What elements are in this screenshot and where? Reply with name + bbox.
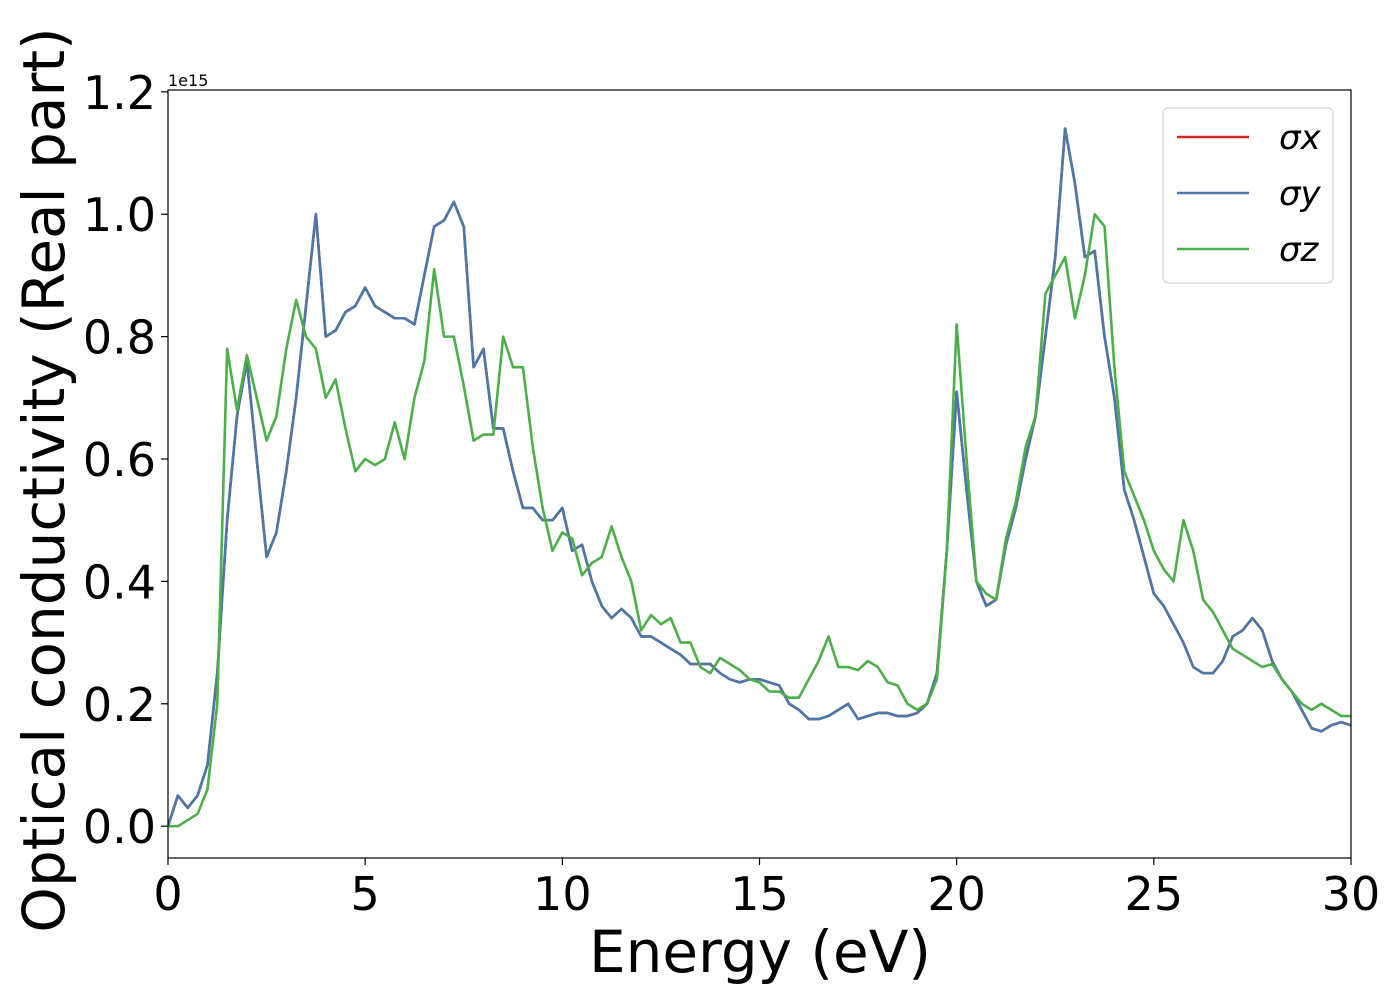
x-tick-label: 10 <box>533 867 592 921</box>
series-line <box>168 212 1351 828</box>
y-tick-label: 1.0 <box>83 188 156 242</box>
series-line <box>168 127 1351 827</box>
x-tick-label: 0 <box>153 867 182 921</box>
legend-box <box>1162 107 1334 284</box>
y-tick-label: 1.2 <box>83 66 156 120</box>
legend-label: σz <box>1279 230 1320 270</box>
y-tick-label: 0.4 <box>83 555 156 609</box>
y-tick-label: 0.6 <box>83 433 156 487</box>
legend-label: σx <box>1279 118 1322 158</box>
x-tick-label: 30 <box>1322 867 1381 921</box>
y-tick-label: 0.2 <box>83 678 156 732</box>
x-tick-label: 15 <box>730 867 789 921</box>
x-tick-label: 20 <box>927 867 986 921</box>
y-axis-label: Optical conductivity (Real part) <box>10 27 78 932</box>
offset-text: 1e15 <box>168 71 208 90</box>
plot-frame <box>167 89 1352 859</box>
y-tick-label: 0.0 <box>83 800 156 854</box>
x-tick-label: 5 <box>351 867 380 921</box>
x-axis-label: Energy (eV) <box>589 918 931 986</box>
x-tick-label: 25 <box>1125 867 1184 921</box>
legend-label: σy <box>1279 174 1322 214</box>
y-tick-label: 0.8 <box>83 311 156 365</box>
